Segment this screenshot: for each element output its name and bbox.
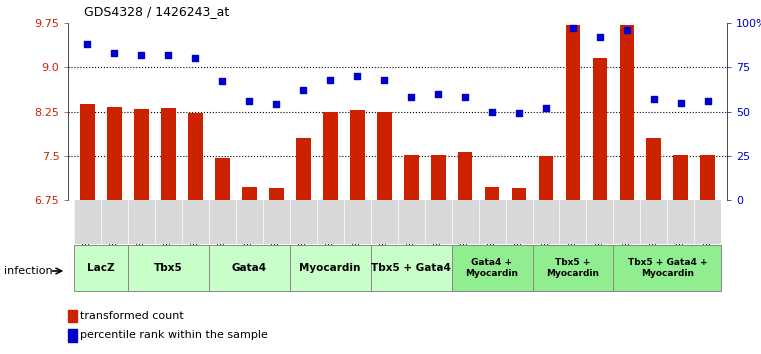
- Point: [216, 79, 228, 84]
- FancyBboxPatch shape: [533, 245, 613, 291]
- Point: [378, 77, 390, 82]
- Bar: [673, 155, 688, 200]
- Bar: [317, 200, 344, 244]
- Bar: [371, 200, 397, 244]
- Bar: [619, 25, 635, 200]
- Bar: [533, 200, 559, 244]
- Text: Tbx5 +
Myocardin: Tbx5 + Myocardin: [546, 258, 600, 278]
- FancyBboxPatch shape: [128, 245, 209, 291]
- Point: [108, 50, 120, 56]
- Text: Gata4 +
Myocardin: Gata4 + Myocardin: [466, 258, 518, 278]
- Bar: [154, 200, 182, 244]
- Bar: [107, 107, 122, 200]
- Bar: [647, 138, 661, 200]
- Point: [189, 56, 202, 61]
- Bar: [403, 155, 419, 200]
- FancyBboxPatch shape: [613, 245, 721, 291]
- Bar: [397, 200, 425, 244]
- Point: [432, 91, 444, 97]
- Point: [351, 73, 363, 79]
- Bar: [344, 200, 371, 244]
- Point: [324, 77, 336, 82]
- Text: infection: infection: [4, 266, 53, 276]
- Bar: [263, 200, 290, 244]
- Text: Gata4: Gata4: [231, 263, 267, 273]
- Bar: [128, 200, 154, 244]
- Text: Tbx5 + Gata4 +
Myocardin: Tbx5 + Gata4 + Myocardin: [628, 258, 707, 278]
- Point: [459, 95, 471, 100]
- Point: [648, 96, 660, 102]
- Bar: [188, 113, 202, 200]
- Point: [486, 109, 498, 114]
- Bar: [269, 188, 284, 200]
- Bar: [694, 200, 721, 244]
- Point: [594, 34, 606, 40]
- Point: [297, 87, 309, 93]
- Point: [621, 27, 633, 33]
- Point: [244, 98, 256, 104]
- Bar: [215, 158, 230, 200]
- Text: LacZ: LacZ: [87, 263, 115, 273]
- Text: Tbx5: Tbx5: [154, 263, 183, 273]
- Bar: [479, 200, 505, 244]
- Bar: [74, 200, 101, 244]
- Bar: [451, 200, 479, 244]
- Bar: [613, 200, 641, 244]
- Bar: [242, 187, 256, 200]
- Bar: [505, 200, 533, 244]
- Text: GDS4328 / 1426243_at: GDS4328 / 1426243_at: [84, 5, 229, 18]
- Bar: [68, 309, 77, 322]
- Bar: [539, 156, 553, 200]
- Point: [135, 52, 148, 58]
- Bar: [511, 188, 527, 200]
- FancyBboxPatch shape: [451, 245, 533, 291]
- FancyBboxPatch shape: [371, 245, 451, 291]
- Point: [513, 110, 525, 116]
- Bar: [559, 200, 587, 244]
- Bar: [485, 187, 499, 200]
- Bar: [209, 200, 236, 244]
- FancyBboxPatch shape: [290, 245, 371, 291]
- Bar: [593, 58, 607, 200]
- Text: Myocardin: Myocardin: [300, 263, 361, 273]
- Text: transformed count: transformed count: [80, 311, 184, 321]
- Bar: [457, 152, 473, 200]
- Bar: [323, 112, 338, 200]
- Bar: [667, 200, 694, 244]
- Point: [162, 52, 174, 58]
- Bar: [377, 112, 392, 200]
- Text: percentile rank within the sample: percentile rank within the sample: [80, 330, 268, 341]
- Bar: [296, 138, 310, 200]
- Bar: [587, 200, 613, 244]
- Bar: [641, 200, 667, 244]
- Bar: [350, 110, 365, 200]
- Point: [405, 95, 417, 100]
- Point: [567, 25, 579, 31]
- Point: [702, 98, 714, 104]
- Bar: [161, 108, 176, 200]
- Bar: [425, 200, 451, 244]
- Point: [81, 41, 94, 47]
- Bar: [80, 104, 95, 200]
- Bar: [700, 155, 715, 200]
- Bar: [236, 200, 263, 244]
- Bar: [290, 200, 317, 244]
- FancyBboxPatch shape: [74, 245, 128, 291]
- Bar: [134, 109, 148, 200]
- Point: [270, 102, 282, 107]
- Bar: [431, 155, 445, 200]
- Point: [675, 100, 687, 105]
- Bar: [565, 25, 581, 200]
- Bar: [101, 200, 128, 244]
- Point: [540, 105, 552, 111]
- FancyBboxPatch shape: [209, 245, 290, 291]
- Bar: [182, 200, 209, 244]
- Text: Tbx5 + Gata4: Tbx5 + Gata4: [371, 263, 451, 273]
- Bar: [68, 329, 77, 342]
